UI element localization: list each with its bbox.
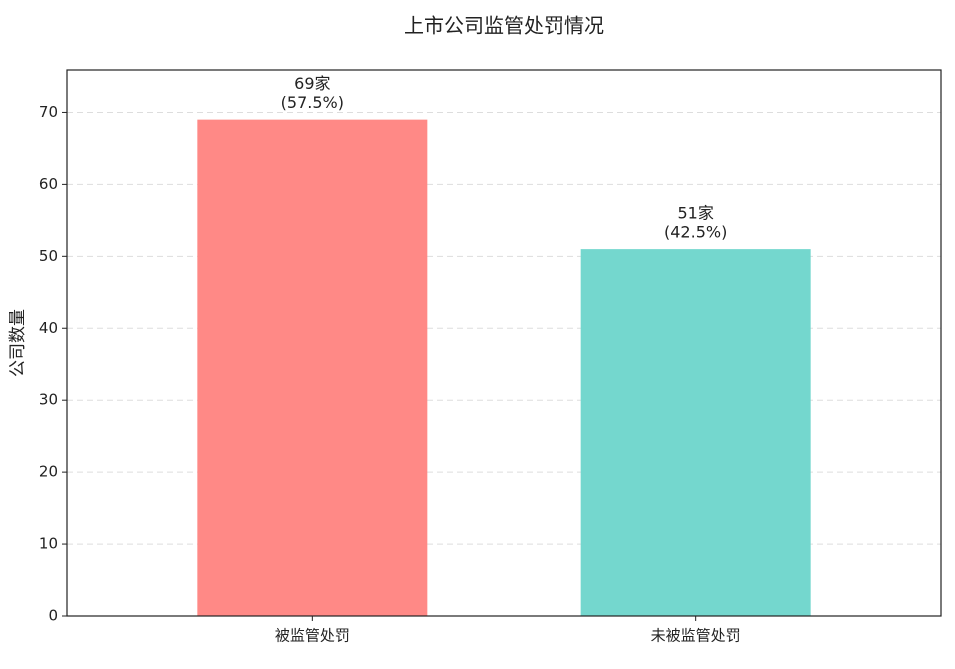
plot-frame: [66, 69, 942, 617]
x-tick-label: 被监管处罚: [275, 627, 350, 645]
y-tick-label: 40: [39, 319, 58, 337]
y-tick-label: 60: [39, 175, 58, 193]
bar: [197, 119, 428, 617]
y-tick-label: 0: [48, 607, 58, 625]
percent-label: (57.5%): [281, 93, 344, 112]
y-tick-label: 50: [39, 247, 58, 265]
bar: [580, 249, 811, 616]
y-axis-label: 公司数量: [8, 309, 28, 377]
chart-title: 上市公司监管处罚情况: [404, 14, 604, 38]
y-tick-label: 70: [39, 103, 58, 121]
percent-label: (42.5%): [664, 223, 727, 242]
value-label: 69家: [294, 74, 330, 93]
y-tick-label: 10: [39, 535, 58, 553]
y-tick-label: 30: [39, 391, 58, 409]
x-tick-label: 未被监管处罚: [651, 627, 741, 645]
y-tick-label: 20: [39, 463, 58, 481]
value-label: 51家: [677, 204, 713, 223]
